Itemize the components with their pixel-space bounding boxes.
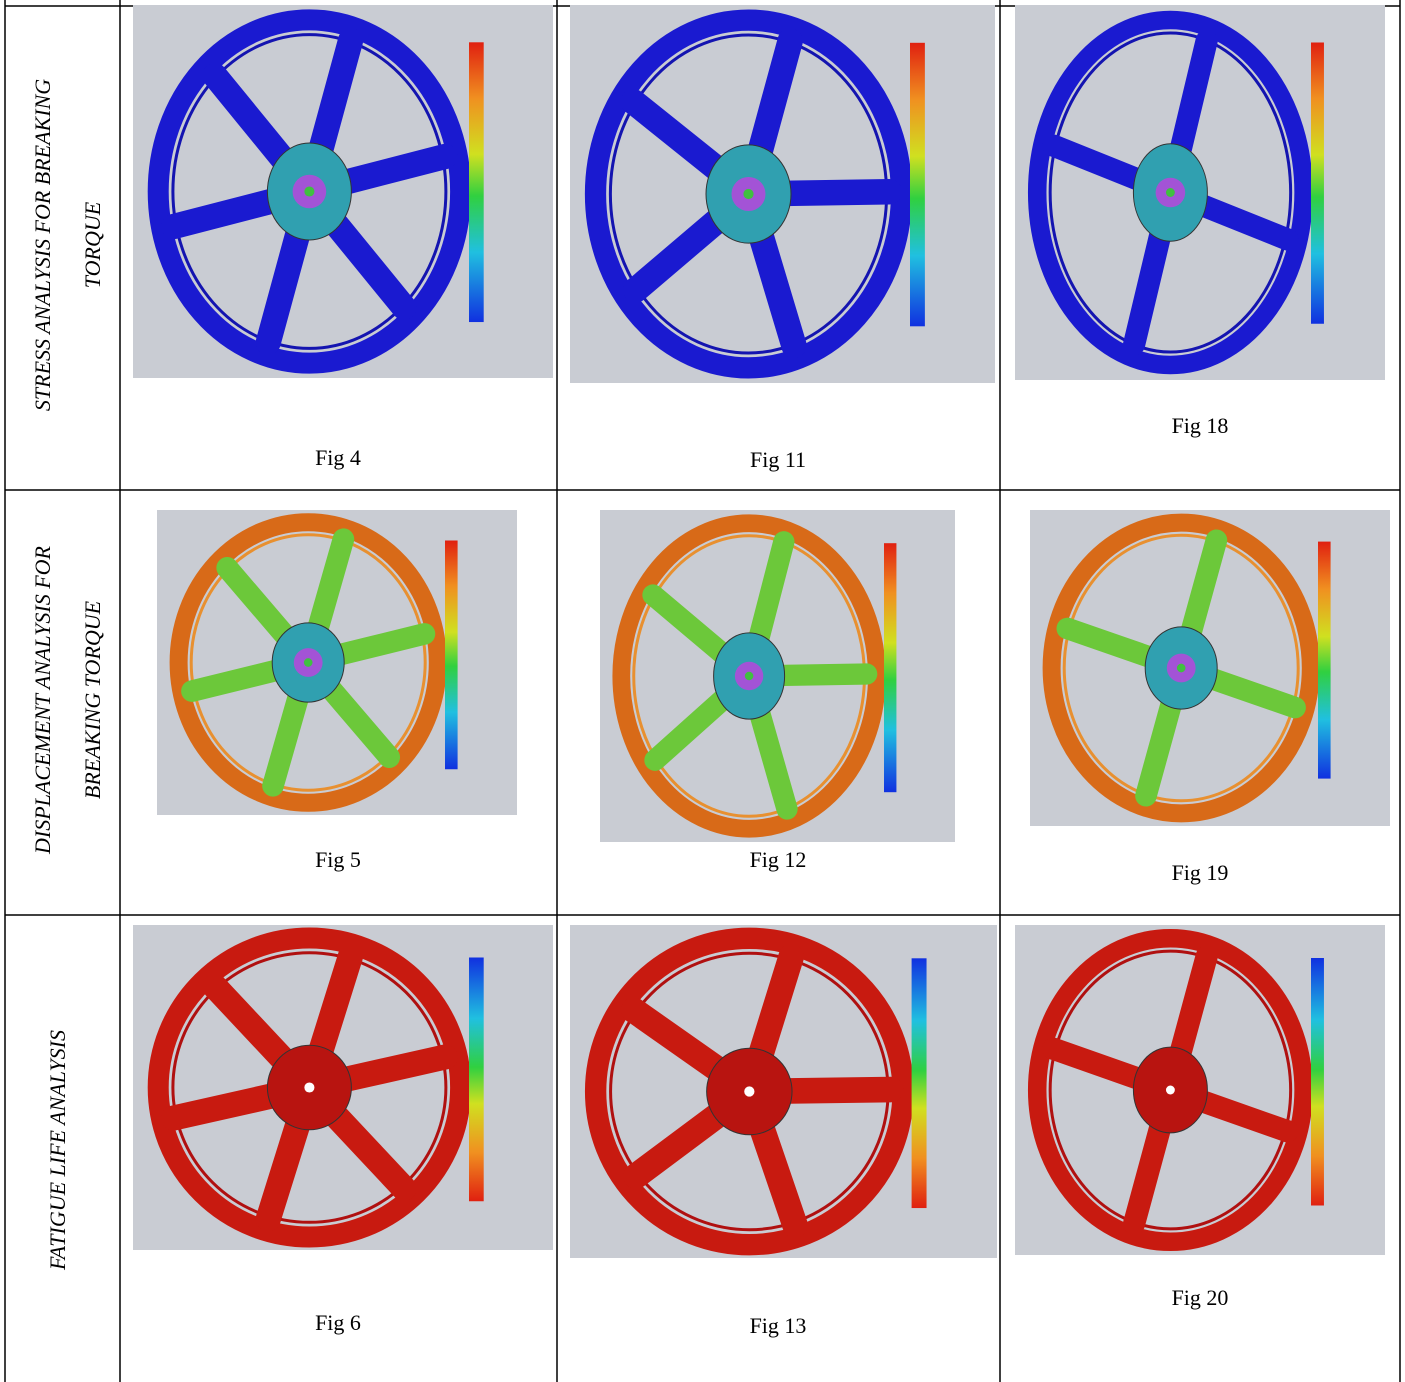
hub-hole — [304, 1082, 314, 1092]
hub-hole — [1166, 1086, 1175, 1095]
figure-caption: Fig 6 — [315, 1310, 361, 1335]
simulation-image — [600, 510, 955, 842]
color-bar — [445, 541, 458, 770]
simulation-image — [1015, 5, 1385, 380]
hub-hole — [304, 658, 313, 667]
hub-hole — [304, 186, 314, 196]
color-bar — [884, 543, 896, 792]
figure-caption: Fig 5 — [315, 847, 361, 872]
figure-caption: Fig 20 — [1172, 1285, 1229, 1310]
simulation-image — [133, 5, 553, 378]
hub-hole — [745, 672, 754, 681]
figure-caption: Fig 11 — [750, 447, 806, 472]
figure-caption: Fig 12 — [750, 847, 807, 872]
figure-caption: Fig 19 — [1172, 860, 1229, 885]
hub-hole — [743, 189, 753, 199]
color-bar — [1311, 43, 1324, 324]
row-label: DISPLACEMENT ANALYSIS FOR — [30, 545, 55, 855]
hub-hole — [1166, 188, 1175, 197]
row-label: FATIGUE LIFE ANALYSIS — [45, 1030, 70, 1271]
row-label: TORQUE — [80, 201, 105, 288]
color-bar — [1318, 542, 1331, 779]
simulation-image — [157, 510, 517, 815]
figure-caption: Fig 18 — [1172, 413, 1229, 438]
color-bar — [469, 42, 484, 322]
figure-caption: Fig 13 — [750, 1313, 807, 1338]
simulation-image — [1015, 925, 1385, 1255]
hub-hole — [744, 1086, 754, 1096]
hub-hole — [1177, 664, 1186, 673]
simulation-image — [1030, 510, 1390, 826]
document-table: STRESS ANALYSIS FOR BREAKING TORQUE Fig 4 F… — [0, 0, 1405, 1382]
simulation-image — [133, 925, 553, 1250]
simulation-image — [570, 5, 995, 383]
color-bar — [910, 43, 925, 327]
color-bar — [912, 958, 927, 1208]
color-bar — [1311, 958, 1324, 1206]
figure-caption: Fig 4 — [315, 445, 361, 470]
color-bar — [469, 958, 484, 1202]
row-label: BREAKING TORQUE — [80, 600, 105, 799]
row-label: STRESS ANALYSIS FOR BREAKING — [30, 79, 55, 411]
simulation-image — [570, 925, 997, 1258]
